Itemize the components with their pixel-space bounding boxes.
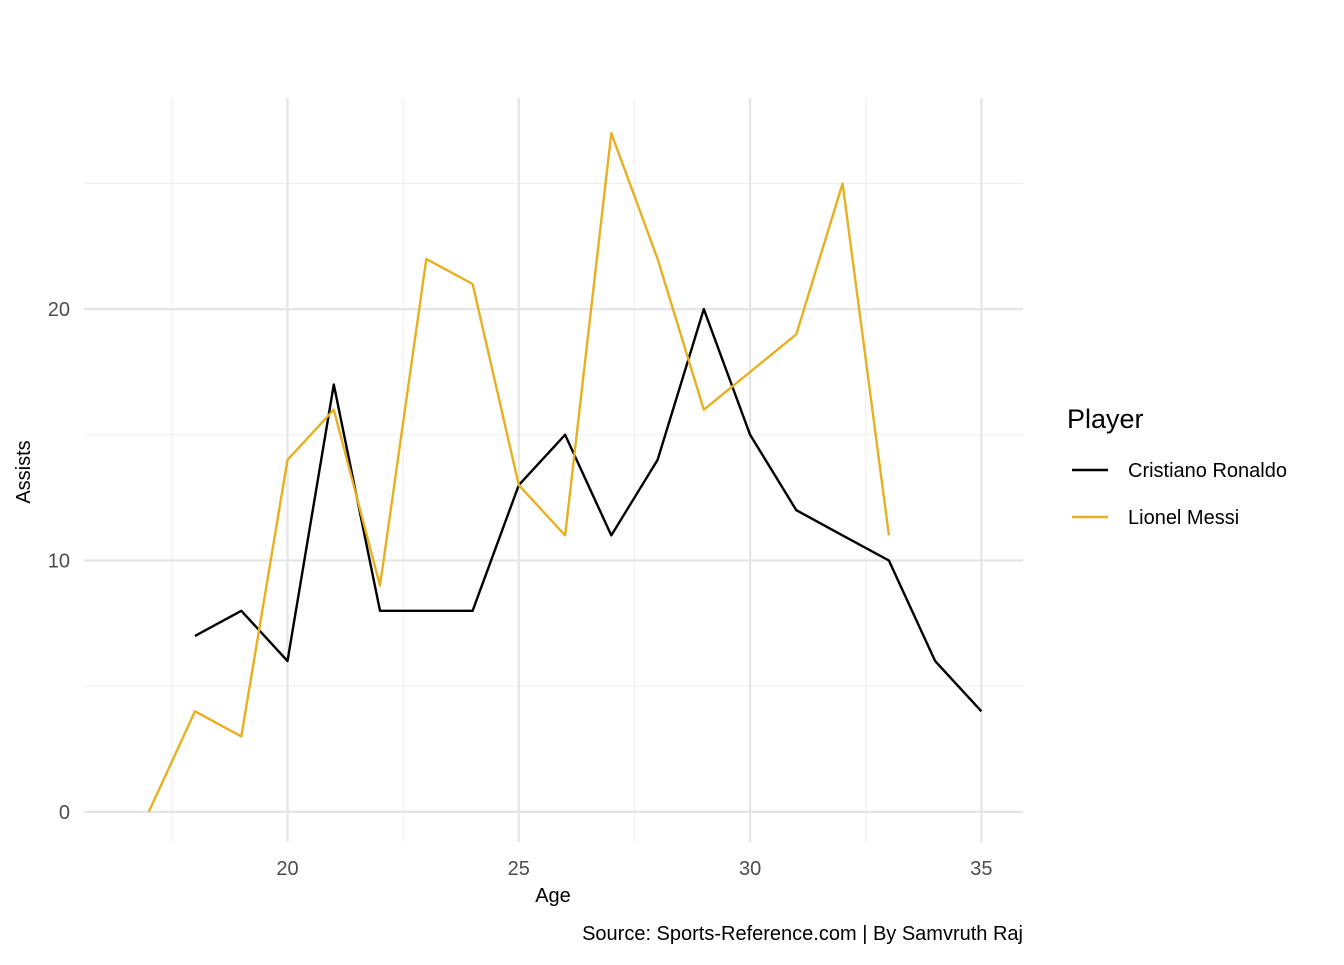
legend-label-0: Cristiano Ronaldo (1128, 460, 1287, 482)
chart-caption: Source: Sports-Reference.com | By Samvru… (582, 923, 1023, 945)
y-tick-label: 10 (48, 550, 70, 572)
legend-label-1: Lionel Messi (1128, 507, 1239, 529)
series-line-0 (194, 307, 983, 713)
legend-title: Player (1067, 404, 1144, 434)
legend: Player Cristiano Ronaldo Lionel Messi (1067, 404, 1287, 529)
y-tick-label: 20 (48, 299, 70, 321)
x-tick-label: 35 (970, 858, 992, 880)
x-tick-label: 25 (508, 858, 530, 880)
x-tick-label: 30 (739, 858, 761, 880)
tick-labels: 20 25 30 35 0 10 20 (48, 299, 993, 880)
legend-items: Cristiano Ronaldo Lionel Messi (1072, 460, 1287, 529)
x-axis-title: Age (535, 885, 571, 907)
grid (84, 98, 1023, 842)
x-tick-label: 20 (276, 858, 298, 880)
y-tick-label: 0 (59, 802, 70, 824)
series-line-1 (147, 132, 891, 813)
y-axis-title: Assists (13, 440, 35, 503)
series-lines (147, 132, 983, 813)
